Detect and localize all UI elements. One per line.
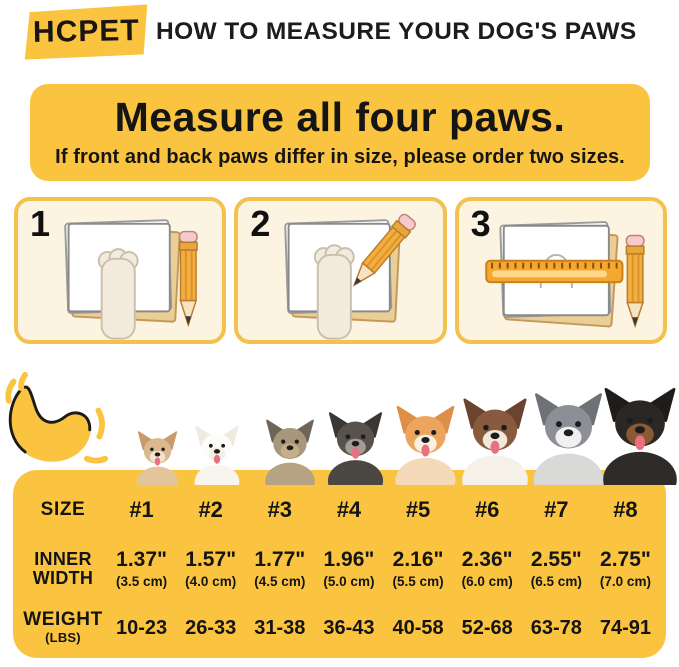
banner-heading: Measure all four paws. [114, 94, 566, 141]
step3-measure-with-ruler-illustration [459, 201, 663, 340]
step2-trace-paw-illustration [238, 201, 442, 340]
weight-value: 40-58 [392, 616, 444, 639]
inner-width-cm: (4.5 cm) [254, 573, 306, 589]
dog-photo-bichon-frise [189, 417, 245, 499]
dog-paw-illustration [97, 248, 139, 340]
weight-value: 31-38 [254, 616, 306, 639]
inner-width-cm: (6.5 cm) [530, 573, 582, 589]
weight-value: 36-43 [323, 616, 375, 639]
paw-doodle-icon [2, 370, 110, 476]
weight-value: 26-33 [185, 616, 237, 639]
inner-width-inches: 2.55" [530, 548, 582, 572]
size-value: #2 [198, 497, 223, 522]
pencil-icon [178, 230, 198, 328]
inner-width-value: 2.75" (7.0 cm) [599, 548, 651, 589]
size-row-label: SIZE [40, 498, 86, 520]
measuring-steps: 1 [14, 197, 667, 344]
inner-width-value: 1.57" (4.0 cm) [185, 548, 237, 589]
dogs-row [0, 360, 679, 508]
inner-width-value: 1.37" (3.5 cm) [116, 548, 168, 589]
banner-subheading: If front and back paws differ in size, p… [55, 145, 625, 168]
step-number: 2 [250, 203, 271, 244]
dog-photo-chihuahua [132, 423, 183, 498]
inner-width-value: 2.55" (6.5 cm) [530, 548, 582, 589]
weight-value: 10-23 [115, 616, 168, 639]
ruler-icon [484, 259, 624, 284]
inner-width-inches: 2.75" [600, 548, 651, 572]
dog-photo-yorkshire-terrier [259, 409, 321, 500]
dog-photo-husky [525, 379, 612, 506]
dog-photo-australian-shepherd [454, 385, 536, 505]
inner-width-cm: (5.5 cm) [392, 573, 444, 589]
dog-paw-illustration [314, 244, 356, 340]
inner-width-inches: 2.36" [461, 548, 513, 572]
size-value: #7 [544, 497, 569, 522]
weight-value: 63-78 [530, 616, 582, 639]
weight-value: 74-91 [599, 616, 652, 639]
inner-width-inches: 1.96" [323, 548, 375, 572]
inner-width-value: 2.36" (6.0 cm) [461, 548, 513, 589]
pencil-icon [353, 213, 417, 287]
hcpet-logo: HCPET [23, 4, 148, 59]
size-value: #8 [613, 497, 638, 522]
step-number: 1 [30, 203, 51, 244]
weight-label-main: WEIGHT [23, 609, 103, 631]
header: HCPET HOW TO MEASURE YOUR DOG'S PAWS [0, 0, 679, 76]
size-chart-panel: SIZE #1 #2 #3 #4 #5 #6 #7 #8 INNER WIDTH… [13, 470, 666, 658]
inner-width-value: 2.16" (5.5 cm) [392, 548, 444, 589]
dog-photo-miniature-schnauzer [321, 401, 390, 502]
inner-width-value: 1.96" (5.0 cm) [323, 548, 375, 589]
weight-row-label: WEIGHT (LBS) [23, 609, 103, 646]
inner-width-inches: 1.57" [185, 548, 237, 572]
step-number: 3 [470, 203, 491, 244]
step-card-2: 2 [234, 197, 447, 344]
pencil-icon [625, 234, 645, 329]
dog-photo-rottweiler [594, 373, 679, 508]
inner-width-row-label: INNER WIDTH [32, 549, 94, 588]
step-card-1: 1 [14, 197, 227, 344]
step1-paw-on-paper-illustration [18, 201, 222, 340]
inner-width-cm: (4.0 cm) [185, 573, 237, 589]
size-chart-table: SIZE #1 #2 #3 #4 #5 #6 #7 #8 INNER WIDTH… [19, 484, 660, 650]
inner-width-inches: 1.37" [116, 548, 167, 572]
dog-photo-shiba-inu [388, 393, 463, 503]
weight-label-sub: (LBS) [45, 630, 81, 646]
inner-width-cm: (3.5 cm) [116, 573, 168, 589]
size-value: #1 [129, 497, 154, 522]
size-value: #5 [405, 497, 431, 522]
step-card-3: 3 [454, 197, 667, 344]
weight-value: 52-68 [461, 616, 513, 639]
size-value: #3 [267, 497, 293, 522]
inner-width-cm: (7.0 cm) [599, 573, 651, 589]
page-title: HOW TO MEASURE YOUR DOG'S PAWS [156, 18, 637, 45]
inner-width-inches: 1.77" [254, 548, 306, 572]
inner-width-value: 1.77" (4.5 cm) [254, 548, 306, 589]
inner-width-cm: (5.0 cm) [323, 573, 375, 589]
inner-width-cm: (6.0 cm) [461, 573, 513, 589]
inner-width-inches: 2.16" [392, 548, 444, 572]
size-value: #4 [336, 497, 362, 522]
measure-banner: Measure all four paws. If front and back… [30, 84, 650, 181]
hcpet-logo-text: HCPET [32, 14, 140, 49]
size-value: #6 [474, 497, 500, 522]
